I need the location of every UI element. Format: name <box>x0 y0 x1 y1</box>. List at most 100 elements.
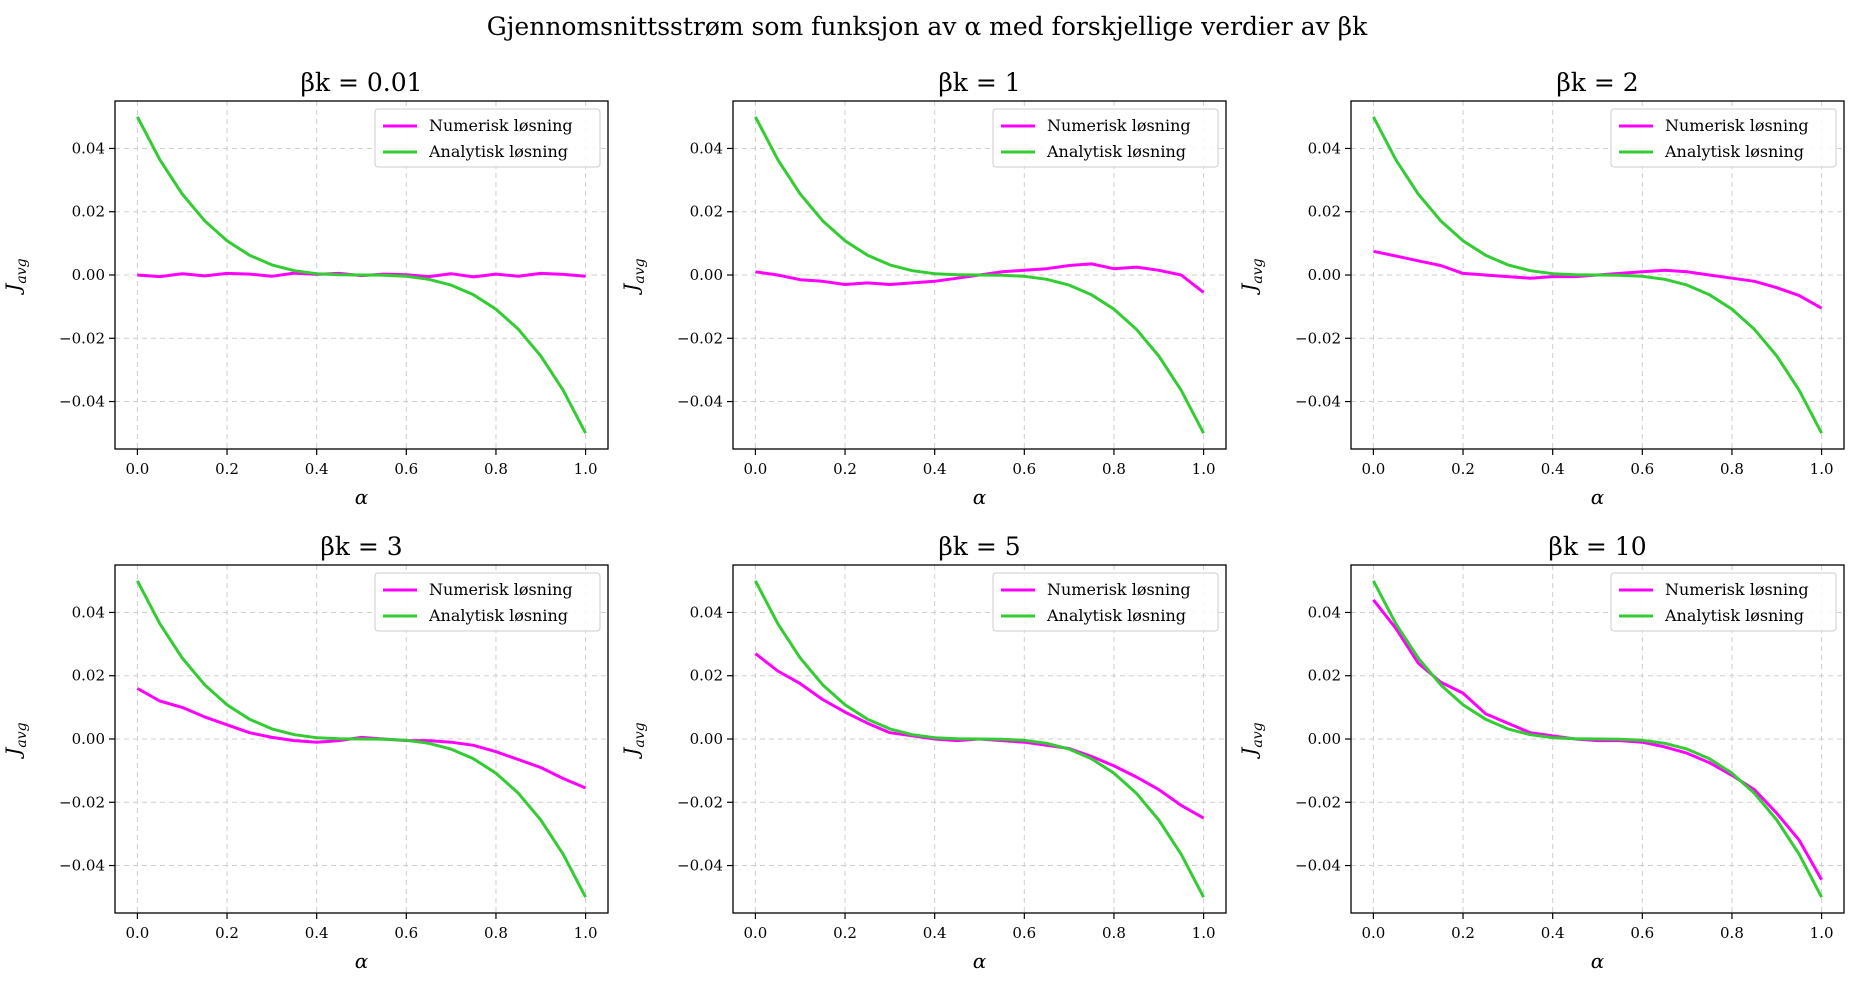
x-tick-label: 0.4 <box>305 460 329 478</box>
legend-box <box>992 108 1219 168</box>
legend-label: Numerisk løsning <box>429 580 573 599</box>
legend-label: Analytisk løsning <box>1046 142 1186 161</box>
legend: Numerisk løsning Analytisk løsning <box>992 572 1219 632</box>
x-tick-label: 1.0 <box>574 924 598 942</box>
y-tick-label: −0.04 <box>59 393 105 411</box>
x-tick-label: 0.0 <box>743 924 767 942</box>
y-tick-label: −0.02 <box>677 793 723 811</box>
series-line-analytisk <box>1372 580 1823 898</box>
x-tick-label: 0.2 <box>833 460 857 478</box>
legend-box <box>992 572 1219 632</box>
y-tick-label: −0.02 <box>59 329 105 347</box>
series-line-analytisk <box>1372 116 1823 434</box>
y-tick-label: −0.02 <box>1295 793 1341 811</box>
y-tick-label: −0.02 <box>1295 329 1341 347</box>
legend-label: Analytisk løsning <box>1664 142 1804 161</box>
legend-box <box>374 572 601 632</box>
y-tick-label: −0.04 <box>677 857 723 875</box>
x-tick-label: 1.0 <box>1810 460 1834 478</box>
series-line-analytisk <box>136 580 587 898</box>
series-line-numerisk <box>755 262 1205 294</box>
x-tick-label: 0.2 <box>1451 460 1475 478</box>
y-tick-label: −0.04 <box>59 857 105 875</box>
subplot-5: 0.0 0.2 0.4 0.6 0.8 1.0 −0.04 −0.02 0.00 0.02 0.04… <box>619 532 1227 973</box>
y-tick-label: 0.02 <box>1308 203 1341 221</box>
y-tick-label: 0.00 <box>690 266 723 284</box>
x-tick-label: 0.6 <box>394 924 418 942</box>
series-line-analytisk <box>136 116 587 434</box>
subplot-title: βk = 0.01 <box>300 68 422 97</box>
y-axis-label: Javg <box>1237 722 1266 759</box>
x-tick-label: 0.0 <box>743 460 767 478</box>
x-axis-label: α <box>973 949 987 973</box>
y-tick-label: 0.04 <box>72 603 105 621</box>
subplot-2: 0.0 0.2 0.4 0.6 0.8 1.0 −0.04 −0.02 0.00 0.02 0.04… <box>619 68 1227 509</box>
x-axis-label: α <box>1591 485 1605 509</box>
x-tick-label: 0.4 <box>1541 460 1565 478</box>
x-tick-label: 1.0 <box>1192 924 1216 942</box>
legend-box <box>1610 572 1837 632</box>
legend-label: Numerisk løsning <box>1047 580 1191 599</box>
x-tick-label: 0.2 <box>833 924 857 942</box>
legend-label: Numerisk løsning <box>1665 116 1809 135</box>
legend: Numerisk løsning Analytisk løsning <box>1610 572 1837 632</box>
legend-label: Numerisk løsning <box>429 116 573 135</box>
y-tick-label: 0.04 <box>1308 139 1341 157</box>
y-tick-label: 0.04 <box>690 139 723 157</box>
legend: Numerisk løsning Analytisk løsning <box>374 572 601 632</box>
x-tick-label: 0.0 <box>125 460 149 478</box>
x-tick-label: 0.8 <box>1102 460 1126 478</box>
x-tick-label: 0.2 <box>215 924 239 942</box>
y-tick-label: 0.04 <box>1308 603 1341 621</box>
y-tick-label: −0.04 <box>677 393 723 411</box>
x-tick-label: 1.0 <box>574 460 598 478</box>
subplot-4: 0.0 0.2 0.4 0.6 0.8 1.0 −0.04 −0.02 0.00 0.02 0.04… <box>1 532 609 973</box>
legend-label: Analytisk løsning <box>1664 606 1804 625</box>
x-tick-label: 0.0 <box>125 924 149 942</box>
y-axis-label: Javg <box>1 722 30 759</box>
series-line-numerisk <box>1373 249 1823 310</box>
y-tick-label: 0.00 <box>1308 266 1341 284</box>
legend: Numerisk løsning Analytisk løsning <box>992 108 1219 168</box>
y-tick-label: −0.04 <box>1295 393 1341 411</box>
x-tick-label: 0.6 <box>1630 460 1654 478</box>
y-tick-label: 0.02 <box>72 203 105 221</box>
x-axis-label: α <box>355 485 369 509</box>
legend-box <box>1610 108 1837 168</box>
legend-label: Analytisk løsning <box>428 142 568 161</box>
x-tick-label: 0.8 <box>484 924 508 942</box>
x-tick-label: 0.6 <box>1630 924 1654 942</box>
subplot-grid: 0.0 0.2 0.4 0.6 0.8 1.0 −0.04 −0.02 0.00 0.02 0.04… <box>1 68 1845 973</box>
y-tick-label: −0.04 <box>1295 857 1341 875</box>
series-line-analytisk <box>754 116 1205 434</box>
subplot-title: βk = 2 <box>1556 68 1638 97</box>
legend-label: Analytisk løsning <box>1046 606 1186 625</box>
y-tick-label: 0.02 <box>690 667 723 685</box>
x-tick-label: 0.8 <box>1720 924 1744 942</box>
y-tick-label: 0.02 <box>1308 667 1341 685</box>
series-line-analytisk <box>754 580 1205 898</box>
y-axis-label: Javg <box>619 722 648 759</box>
figure-suptitle: Gjennomsnittsstrøm som funksjon av α med… <box>487 12 1368 41</box>
subplot-title: βk = 1 <box>938 68 1020 97</box>
series-line-numerisk <box>136 687 587 790</box>
y-tick-label: −0.02 <box>59 793 105 811</box>
x-tick-label: 0.4 <box>923 460 947 478</box>
subplot-title: βk = 3 <box>320 532 402 561</box>
x-axis-label: α <box>1591 949 1605 973</box>
x-tick-label: 0.4 <box>305 924 329 942</box>
y-tick-label: −0.02 <box>677 329 723 347</box>
x-tick-label: 0.6 <box>394 460 418 478</box>
y-tick-label: 0.00 <box>690 730 723 748</box>
y-tick-label: 0.04 <box>690 603 723 621</box>
legend-label: Analytisk løsning <box>428 606 568 625</box>
y-axis-label: Javg <box>1237 258 1266 295</box>
y-tick-label: 0.04 <box>72 139 105 157</box>
legend: Numerisk løsning Analytisk løsning <box>1610 108 1837 168</box>
x-tick-label: 0.2 <box>1451 924 1475 942</box>
y-axis-label: Javg <box>1 258 30 295</box>
subplot-title: βk = 10 <box>1548 532 1646 561</box>
x-tick-label: 0.0 <box>1361 460 1385 478</box>
subplot-6: 0.0 0.2 0.4 0.6 0.8 1.0 −0.04 −0.02 0.00 0.02 0.04… <box>1237 532 1845 973</box>
